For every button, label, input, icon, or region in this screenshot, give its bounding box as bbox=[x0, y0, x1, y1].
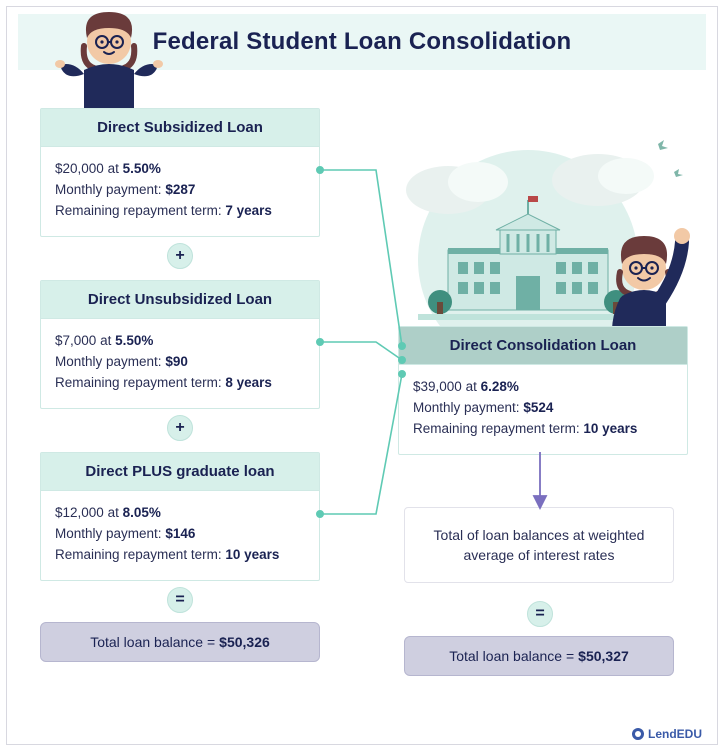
total-left-label: Total loan balance = bbox=[90, 634, 215, 650]
loan-term-row: Remaining repayment term: 8 years bbox=[55, 373, 305, 394]
loan-card-title: Direct Subsidized Loan bbox=[41, 109, 319, 147]
loan-card-title: Direct PLUS graduate loan bbox=[41, 453, 319, 491]
loan-amount-row: $7,000 at 5.50% bbox=[55, 331, 305, 352]
person-shrug-illustration bbox=[54, 4, 164, 124]
loan-term-row: Remaining repayment term: 7 years bbox=[55, 201, 305, 222]
total-right-value: $50,327 bbox=[578, 648, 629, 664]
plus-operator-icon: + bbox=[167, 415, 193, 441]
weighted-average-note: Total of loan balances at weighted avera… bbox=[404, 507, 674, 583]
loan-amount-row: $39,000 at 6.28% bbox=[413, 377, 673, 398]
loan-monthly-row: Monthly payment: $146 bbox=[55, 524, 305, 545]
loan-card-plus-grad: Direct PLUS graduate loan $12,000 at 8.0… bbox=[40, 452, 320, 581]
equals-operator-icon: = bbox=[527, 601, 553, 627]
loan-card-subsidized: Direct Subsidized Loan $20,000 at 5.50% … bbox=[40, 108, 320, 237]
loan-amount-row: $20,000 at 5.50% bbox=[55, 159, 305, 180]
loan-card-body: $39,000 at 6.28% Monthly payment: $524 R… bbox=[399, 365, 687, 454]
loan-card-consolidation: Direct Consolidation Loan $39,000 at 6.2… bbox=[398, 326, 688, 455]
brand-badge: LendEDU bbox=[632, 727, 702, 741]
loan-card-body: $20,000 at 5.50% Monthly payment: $287 R… bbox=[41, 147, 319, 236]
loan-card-title: Direct Consolidation Loan bbox=[399, 327, 687, 365]
loan-monthly-row: Monthly payment: $287 bbox=[55, 180, 305, 201]
loan-card-unsubsidized: Direct Unsubsidized Loan $7,000 at 5.50%… bbox=[40, 280, 320, 409]
total-right-label: Total loan balance = bbox=[449, 648, 574, 664]
brand-name: LendEDU bbox=[648, 727, 702, 741]
page-title: Federal Student Loan Consolidation bbox=[153, 28, 572, 56]
loan-card-body: $12,000 at 8.05% Monthly payment: $146 R… bbox=[41, 491, 319, 580]
loan-monthly-row: Monthly payment: $524 bbox=[413, 398, 673, 419]
total-left-value: $50,326 bbox=[219, 634, 270, 650]
loan-monthly-row: Monthly payment: $90 bbox=[55, 352, 305, 373]
total-left-pill: Total loan balance = $50,326 bbox=[40, 622, 320, 662]
loan-card-title: Direct Unsubsidized Loan bbox=[41, 281, 319, 319]
loan-card-body: $7,000 at 5.50% Monthly payment: $90 Rem… bbox=[41, 319, 319, 408]
equals-operator-icon: = bbox=[167, 587, 193, 613]
brand-logo-icon bbox=[632, 728, 644, 740]
loan-amount-row: $12,000 at 8.05% bbox=[55, 503, 305, 524]
total-right-pill: Total loan balance = $50,327 bbox=[404, 636, 674, 676]
plus-operator-icon: + bbox=[167, 243, 193, 269]
loan-term-row: Remaining repayment term: 10 years bbox=[413, 419, 673, 440]
loan-term-row: Remaining repayment term: 10 years bbox=[55, 545, 305, 566]
